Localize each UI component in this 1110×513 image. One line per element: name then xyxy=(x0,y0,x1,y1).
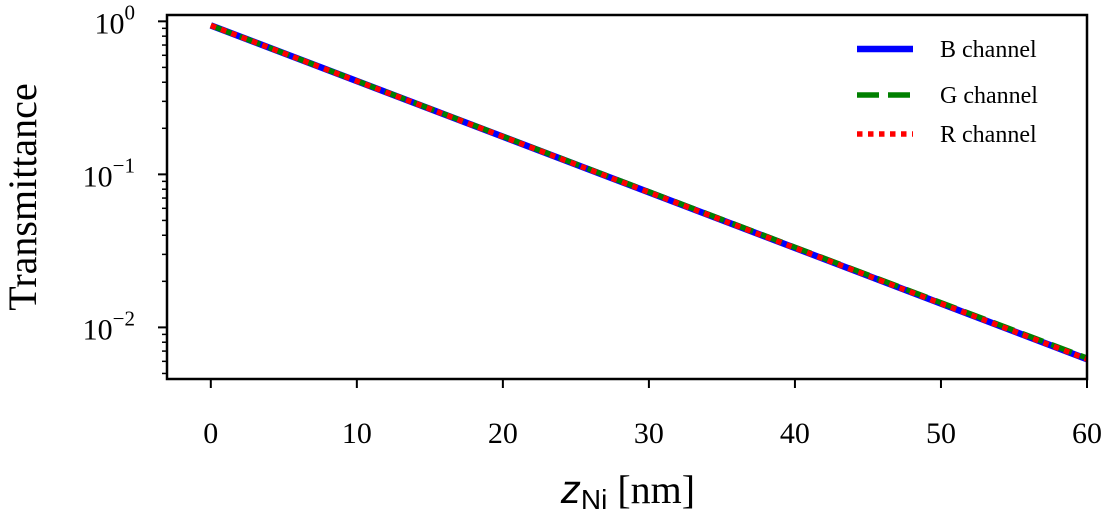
x-axis-label-unit: [nm] xyxy=(617,467,695,512)
legend-label: G channel xyxy=(940,83,1038,109)
x-tick-label: 0 xyxy=(203,417,218,450)
y-tick-base: 10 xyxy=(83,160,113,193)
y-axis-label: Transmittance xyxy=(0,83,45,310)
x-tick-label: 30 xyxy=(634,417,664,450)
y-tick-label: 10−1 xyxy=(83,153,135,193)
x-axis: 0 10 20 30 40 50 60 xyxy=(203,379,1102,450)
x-axis-label: zNi [nm] xyxy=(560,467,695,513)
series-line-r-channel xyxy=(209,22,1087,362)
y-tick-exponent: −2 xyxy=(113,306,135,330)
y-tick-label: 100 xyxy=(95,0,136,40)
x-tick-label: 40 xyxy=(780,417,810,450)
plot-frame xyxy=(165,13,1089,381)
plot-area xyxy=(209,22,1087,363)
y-tick-exponent: 0 xyxy=(125,0,136,24)
y-tick-label: 10−2 xyxy=(83,306,135,346)
legend-label: B channel xyxy=(940,37,1037,63)
y-tick-base: 10 xyxy=(95,7,125,40)
legend-label: R channel xyxy=(940,122,1037,148)
x-tick-label: 60 xyxy=(1072,417,1102,450)
x-tick-label: 20 xyxy=(488,417,518,450)
x-axis-label-subscript: Ni xyxy=(581,484,607,513)
x-tick-label: 50 xyxy=(926,417,956,450)
y-tick-base: 10 xyxy=(83,313,113,346)
legend: B channel G channel R channel xyxy=(857,37,1038,148)
x-axis-label-variable: z xyxy=(560,468,581,512)
x-tick-label: 10 xyxy=(342,417,372,450)
y-tick-exponent: −1 xyxy=(113,153,135,177)
